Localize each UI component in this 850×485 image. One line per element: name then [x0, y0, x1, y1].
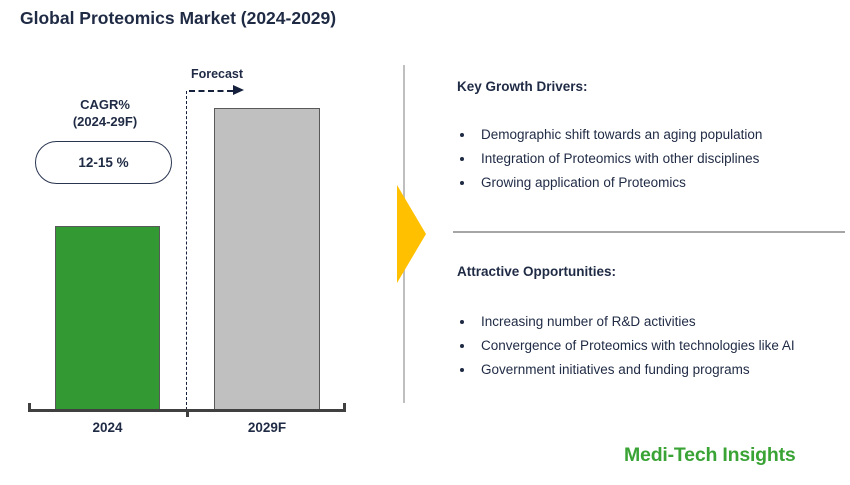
bullet-text: Government initiatives and funding progr…	[481, 362, 750, 377]
growth-drivers-list: Demographic shift towards an aging popul…	[457, 123, 845, 195]
bullet-dot-icon	[460, 157, 464, 161]
bullet-dot-icon	[460, 368, 464, 372]
x-axis-middle-tick	[186, 409, 189, 417]
cagr-value: 12-15 %	[78, 155, 129, 170]
bullet-item: Convergence of Proteomics with technolog…	[457, 334, 845, 358]
cagr-subtitle: (2024-29F)	[72, 114, 138, 129]
forecast-divider-dashed-line	[186, 91, 187, 410]
bullet-text: Convergence of Proteomics with technolog…	[481, 338, 795, 353]
bullet-dot-icon	[460, 320, 464, 324]
bullet-item: Government initiatives and funding progr…	[457, 358, 845, 382]
bullet-text: Increasing number of R&D activities	[481, 314, 696, 329]
bar-2024	[55, 226, 160, 411]
forecast-label: Forecast	[190, 67, 244, 81]
forecast-dashed-line	[189, 90, 233, 92]
bullet-text: Demographic shift towards an aging popul…	[481, 127, 763, 142]
bullet-dot-icon	[460, 181, 464, 185]
gold-arrow-icon	[397, 185, 426, 283]
x-axis-left-cap	[28, 403, 31, 411]
page-title: Global Proteomics Market (2024-2029)	[20, 8, 337, 28]
bullet-dot-icon	[460, 344, 464, 348]
bullet-text: Growing application of Proteomics	[481, 175, 686, 190]
section-divider	[453, 231, 845, 233]
cagr-value-pill: 12-15 %	[35, 141, 172, 184]
section-heading-growth-drivers: Key Growth Drivers:	[457, 79, 588, 94]
bullet-item: Demographic shift towards an aging popul…	[457, 123, 845, 147]
bullet-item: Increasing number of R&D activities	[457, 310, 845, 334]
attractive-opportunities-list: Increasing number of R&D activities Conv…	[457, 310, 845, 382]
bullet-item: Growing application of Proteomics	[457, 171, 845, 195]
brand-logo: Medi-Tech Insights	[624, 444, 796, 466]
bullet-dot-icon	[460, 133, 464, 137]
bar-2029f	[214, 108, 320, 411]
section-heading-attractive-opportunities: Attractive Opportunities:	[457, 264, 617, 279]
bullet-item: Integration of Proteomics with other dis…	[457, 147, 845, 171]
x-axis-label-2024: 2024	[92, 420, 123, 435]
x-axis-label-2029f: 2029F	[247, 420, 287, 435]
forecast-arrowhead-icon	[233, 85, 244, 95]
bullet-text: Integration of Proteomics with other dis…	[481, 151, 760, 166]
x-axis-right-cap	[343, 403, 346, 411]
cagr-label: CAGR% (2024-29F)	[35, 96, 175, 130]
cagr-title: CAGR%	[80, 97, 130, 112]
